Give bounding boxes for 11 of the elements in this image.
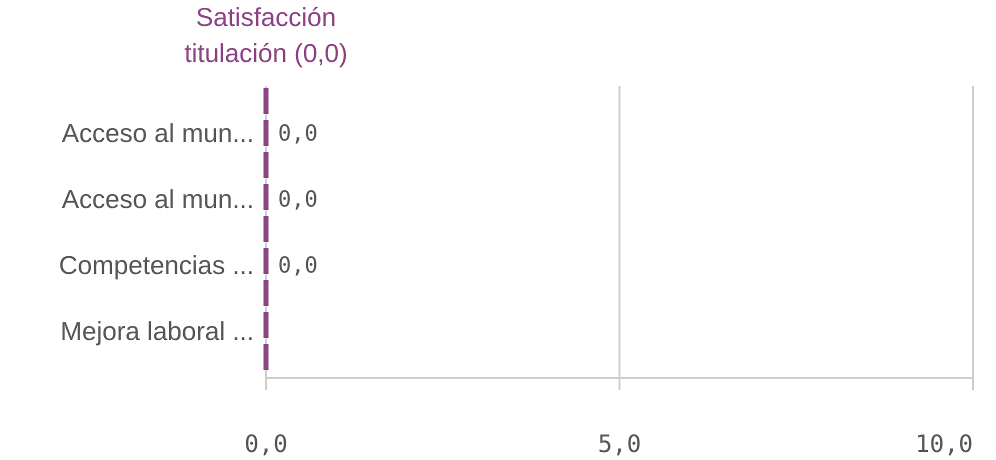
data-label: 0,0 — [278, 122, 318, 147]
x-tick-label: 5,0 — [598, 430, 642, 458]
ref-line-label: Satisfacción titulación (0,0) — [184, 2, 348, 68]
y-tick-label: Acceso al mun... — [62, 118, 254, 148]
y-tick-label: Mejora laboral ... — [60, 316, 254, 346]
x-tick-label: 10,0 — [915, 430, 973, 458]
data-label: 0,0 — [278, 188, 318, 213]
y-tick-label: Acceso al mun... — [62, 184, 254, 214]
data-label: 0,0 — [278, 254, 318, 279]
y-tick-label: Competencias ... — [58, 250, 254, 280]
x-tick-label: 0,0 — [244, 430, 288, 458]
